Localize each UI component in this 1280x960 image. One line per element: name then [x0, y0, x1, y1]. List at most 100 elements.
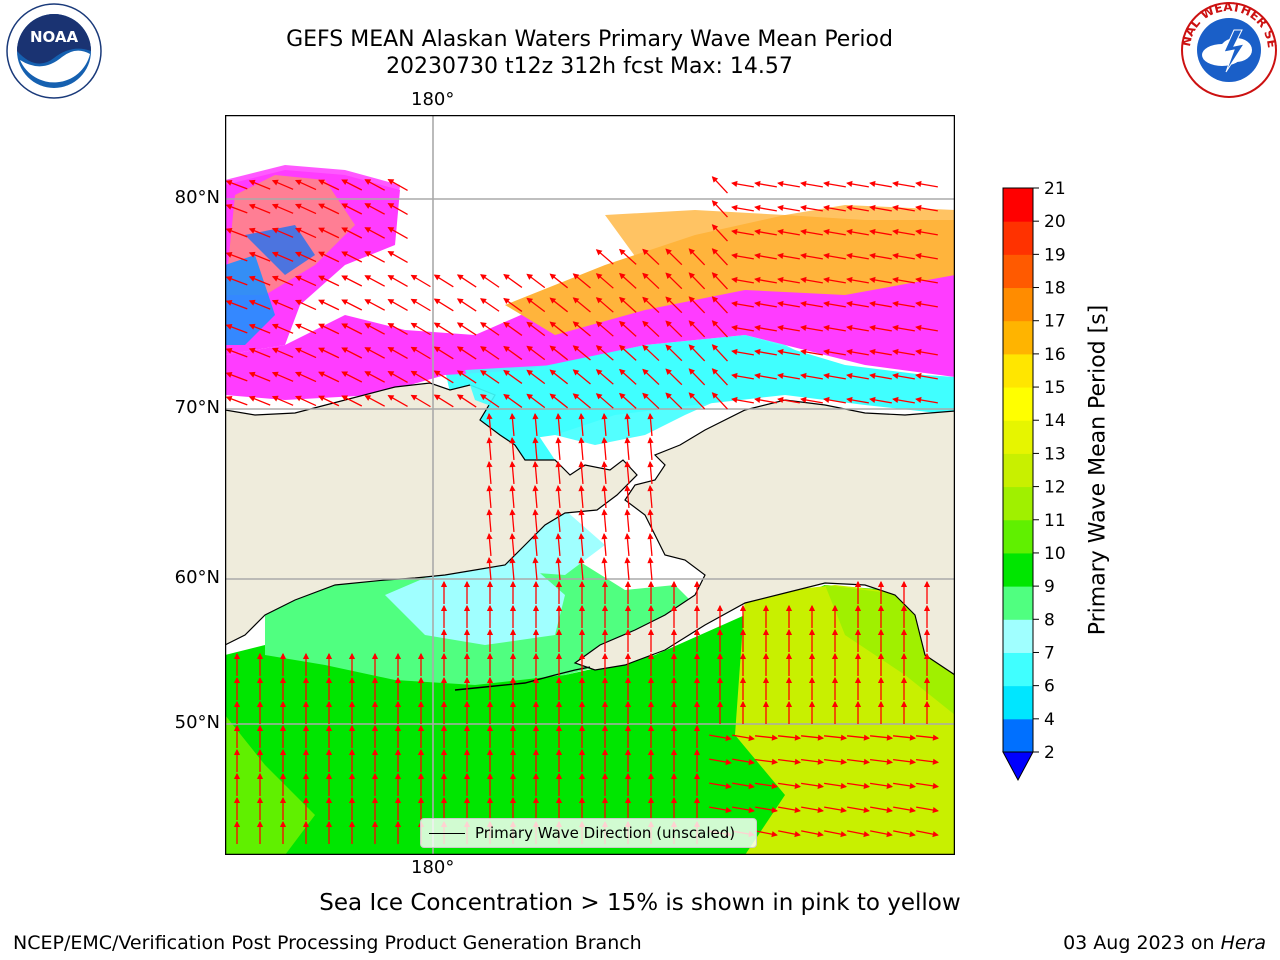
sea-ice-note: Sea Ice Concentration > 15% is shown in … — [319, 890, 961, 916]
wave-arrow-head — [817, 831, 824, 838]
wave-arrow-head — [394, 652, 402, 659]
wave-arrow-head — [480, 346, 487, 353]
wave-arrow-head — [800, 276, 807, 283]
wave-arrow-head — [777, 180, 784, 187]
wave-arrow-head — [364, 395, 372, 401]
wave-arrow-head — [532, 628, 540, 635]
wave-arrow-head — [619, 368, 626, 376]
wave-arrow-head — [711, 344, 719, 351]
wave-arrow-head — [923, 652, 931, 659]
wave-arrow-head — [619, 392, 626, 400]
wave-arrow-head — [417, 676, 425, 683]
wave-arrow-head — [364, 203, 372, 209]
wave-arrow-head — [909, 782, 916, 789]
wave-arrow-head — [486, 412, 493, 420]
wave-arrow-head — [578, 676, 586, 683]
wave-arrow-head — [433, 346, 441, 353]
wave-arrow-head — [555, 580, 563, 587]
wave-arrow-head — [248, 179, 256, 186]
wave-arrow-head — [886, 758, 894, 765]
wave-arrow-head — [456, 346, 464, 353]
wave-arrow-head — [294, 395, 302, 402]
wave-arrow-head — [233, 748, 241, 755]
wave-arrow-head — [302, 748, 310, 755]
wave-arrow-head — [777, 204, 784, 211]
lat-label-60: 60°N — [174, 567, 220, 588]
wave-arrow-head — [463, 628, 471, 635]
lat-label-50: 50°N — [174, 712, 220, 733]
wave-arrow-head — [748, 735, 755, 742]
wave-arrow-head — [777, 324, 784, 331]
wave-arrow-head — [785, 652, 793, 659]
wave-arrow-head — [325, 796, 333, 803]
wave-arrow-head — [341, 347, 349, 354]
wave-arrow-head — [394, 772, 402, 779]
wave-arrow-head — [624, 628, 632, 635]
wave-arrow-head — [785, 700, 793, 707]
wave-arrow-head — [863, 806, 870, 814]
wave-arrow-head — [440, 676, 448, 683]
wave-arrow-head — [371, 676, 379, 683]
wave-arrow-head — [509, 460, 516, 468]
wave-arrow-head — [840, 782, 847, 789]
wave-arrow-head — [892, 324, 899, 331]
wave-arrow-head — [256, 652, 264, 659]
wave-arrow-head — [794, 782, 801, 789]
wave-arrow-head — [909, 734, 917, 741]
wave-arrow-head — [555, 532, 562, 540]
wave-arrow-head — [417, 700, 425, 707]
wave-arrow-head — [731, 396, 738, 403]
wave-arrow-head — [555, 676, 563, 683]
wave-arrow-head — [572, 369, 580, 376]
colorbar-tick-label: 16 — [1044, 345, 1066, 365]
wave-arrow-head — [532, 652, 540, 659]
wave-arrow-head — [486, 532, 493, 540]
wave-arrow-head — [555, 484, 562, 492]
wave-arrow-head — [294, 371, 302, 378]
wave-arrow-head — [624, 724, 632, 731]
wave-arrow-head — [433, 298, 441, 305]
wave-arrow-head — [785, 676, 793, 683]
wave-arrow-head — [932, 806, 939, 814]
wave-arrow-head — [823, 300, 830, 307]
wave-arrow-head — [863, 831, 870, 838]
wave-arrow-head — [486, 484, 493, 492]
colorbar-segment — [1003, 353, 1033, 388]
wave-arrow-head — [456, 298, 464, 305]
wave-arrow-head — [572, 297, 580, 304]
wave-arrow-head — [923, 580, 931, 587]
wave-arrow-head — [387, 323, 395, 329]
wave-arrow-head — [341, 323, 349, 330]
wave-arrow-head — [433, 274, 441, 281]
wave-arrow-head — [915, 348, 922, 355]
wave-arrow-head — [601, 412, 608, 420]
wave-arrow-head — [846, 276, 853, 283]
wave-arrow-head — [440, 652, 448, 659]
wave-arrow-head — [800, 348, 807, 355]
wave-arrow-head — [823, 228, 830, 235]
footer-date: 03 Aug 2023 on Hera — [1063, 932, 1266, 954]
wave-arrow-head — [863, 734, 871, 741]
map-title: GEFS MEAN Alaskan Waters Primary Wave Me… — [286, 27, 893, 52]
wave-arrow-head — [279, 748, 287, 755]
wave-arrow-head — [731, 228, 738, 235]
wave-arrow-head — [670, 604, 678, 611]
wave-arrow-head — [486, 580, 494, 587]
wave-arrow-head — [364, 179, 372, 185]
wave-arrow-head — [248, 203, 256, 210]
wave-arrow-head — [800, 300, 807, 307]
wave-arrow-head — [294, 251, 302, 258]
wave-arrow-head — [509, 532, 516, 540]
wave-arrow-head — [440, 724, 448, 731]
wave-arrow-head — [725, 735, 732, 742]
colorbar-tick-label: 19 — [1044, 245, 1066, 265]
wave-arrow-head — [624, 772, 632, 779]
wave-arrow-head — [394, 748, 402, 755]
colorbar-tick-label: 10 — [1044, 544, 1066, 564]
wave-arrow-head — [578, 628, 586, 635]
wave-arrow-head — [794, 758, 802, 765]
wave-arrow-head — [233, 700, 241, 707]
wave-arrow-head — [777, 348, 784, 355]
wave-arrow-head — [869, 252, 876, 259]
wave-arrow-head — [595, 297, 603, 304]
